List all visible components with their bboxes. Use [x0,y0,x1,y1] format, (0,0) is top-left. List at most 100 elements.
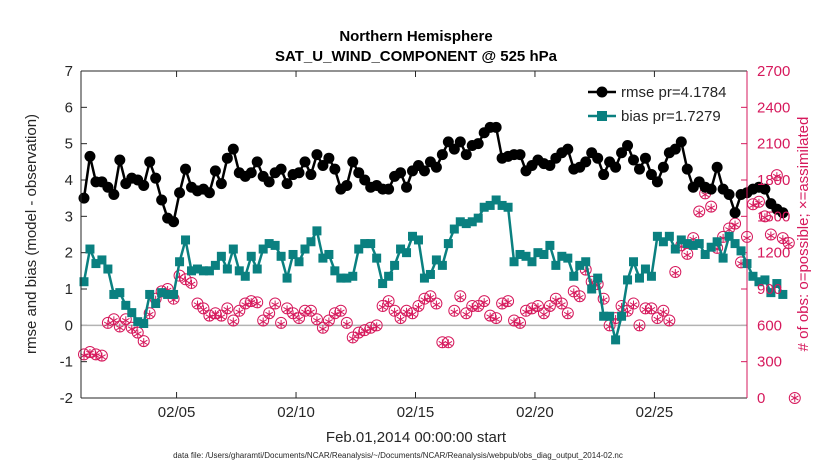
star-stroke [384,299,393,305]
bias-point [611,335,621,345]
assimilated-obs-marker [354,329,363,339]
possible-obs-marker [657,304,670,317]
rmse-point [138,179,150,191]
bias-point [103,264,113,274]
assimilated-obs-marker [551,295,560,305]
bias-point [169,289,179,299]
star-stroke [241,302,250,308]
assimilated-obs-marker [516,319,524,329]
bias-point [485,200,495,210]
assimilated-obs-marker [522,307,530,317]
rmse-point [84,150,96,162]
bias-point [264,239,274,249]
star-stroke [324,319,333,325]
assimilated-obs-marker [653,315,662,324]
y-right-tick-label: 1800 [757,172,790,189]
bias-point [634,273,644,283]
rmse-point [353,167,365,179]
star-stroke [695,210,704,216]
star-stroke [510,319,518,325]
star-stroke [271,302,280,308]
star-stroke [86,350,94,356]
possible-obs-marker [191,297,204,310]
bias-point [181,235,191,245]
possible-obs-marker [633,319,646,332]
possible-obs-marker [561,307,574,320]
bias-point [646,271,656,281]
bias-point [222,264,232,274]
bias-point [688,240,698,250]
star-stroke [402,309,411,315]
star-stroke [665,319,674,325]
possible-obs-marker [567,285,580,298]
assimilated-obs-marker [109,316,118,325]
assimilated-obs-marker [86,348,94,358]
assimilated-obs-marker [707,203,716,213]
bias-point [593,273,603,283]
star-stroke [784,241,793,247]
assimilated-obs-marker [778,235,787,244]
rmse-point [227,143,239,155]
rmse-point [580,156,592,168]
possible-obs-marker [758,210,771,223]
possible-obs-marker [227,314,240,327]
star-stroke [253,300,262,307]
rmse-point [203,187,215,199]
possible-obs-marker [394,312,407,325]
rmse-point [418,165,430,177]
bias-point [479,202,489,212]
bias-point [778,289,788,299]
star-stroke [133,331,142,337]
bias-point [324,249,334,259]
assimilated-obs-marker [271,300,280,309]
bias-point [503,202,513,212]
rmse-point [341,179,353,191]
assimilated-obs-marker [372,322,381,331]
bias-point [545,240,555,250]
star-stroke [420,297,429,303]
rmse-point [639,152,651,164]
star-stroke [492,316,501,322]
bias-point [706,242,716,252]
y-right-tick-label: 1500 [757,208,790,225]
bias-point [336,273,346,283]
assimilated-obs-marker [211,310,220,319]
assimilated-obs-marker [510,317,518,326]
possible-obs-marker [764,228,777,241]
star-stroke [80,353,88,359]
assimilated-obs-marker [557,300,566,309]
bias-point [551,260,561,270]
star-stroke [486,314,495,320]
bias-point [730,239,740,249]
star-stroke [121,317,130,324]
bias-series [79,195,788,345]
star-stroke [557,302,566,308]
y-tick-label: -2 [60,390,73,407]
possible-obs-marker [770,169,783,182]
star-stroke [671,270,680,276]
star-stroke [307,309,315,315]
assimilated-obs-marker [342,319,351,329]
assimilated-obs-marker [790,393,799,403]
star-stroke [289,311,297,317]
assimilated-obs-marker [283,305,291,314]
possible-obs-marker [705,200,718,213]
star-stroke [683,252,692,258]
bias-point [139,319,149,329]
star-stroke [522,309,530,315]
possible-obs-marker [627,297,640,310]
star-stroke [761,215,769,221]
bias-point [372,253,382,263]
rmse-point [448,143,460,155]
assimilated-obs-marker [330,310,339,319]
assimilated-obs-marker [498,300,507,309]
assimilated-obs-marker [420,295,429,305]
assimilated-obs-marker [235,307,244,317]
star-stroke [283,307,291,313]
bias-point [515,249,525,259]
assimilated-obs-marker [378,302,387,312]
assimilated-obs-marker [647,305,656,314]
bias-point [623,275,633,285]
bias-point [157,288,167,298]
